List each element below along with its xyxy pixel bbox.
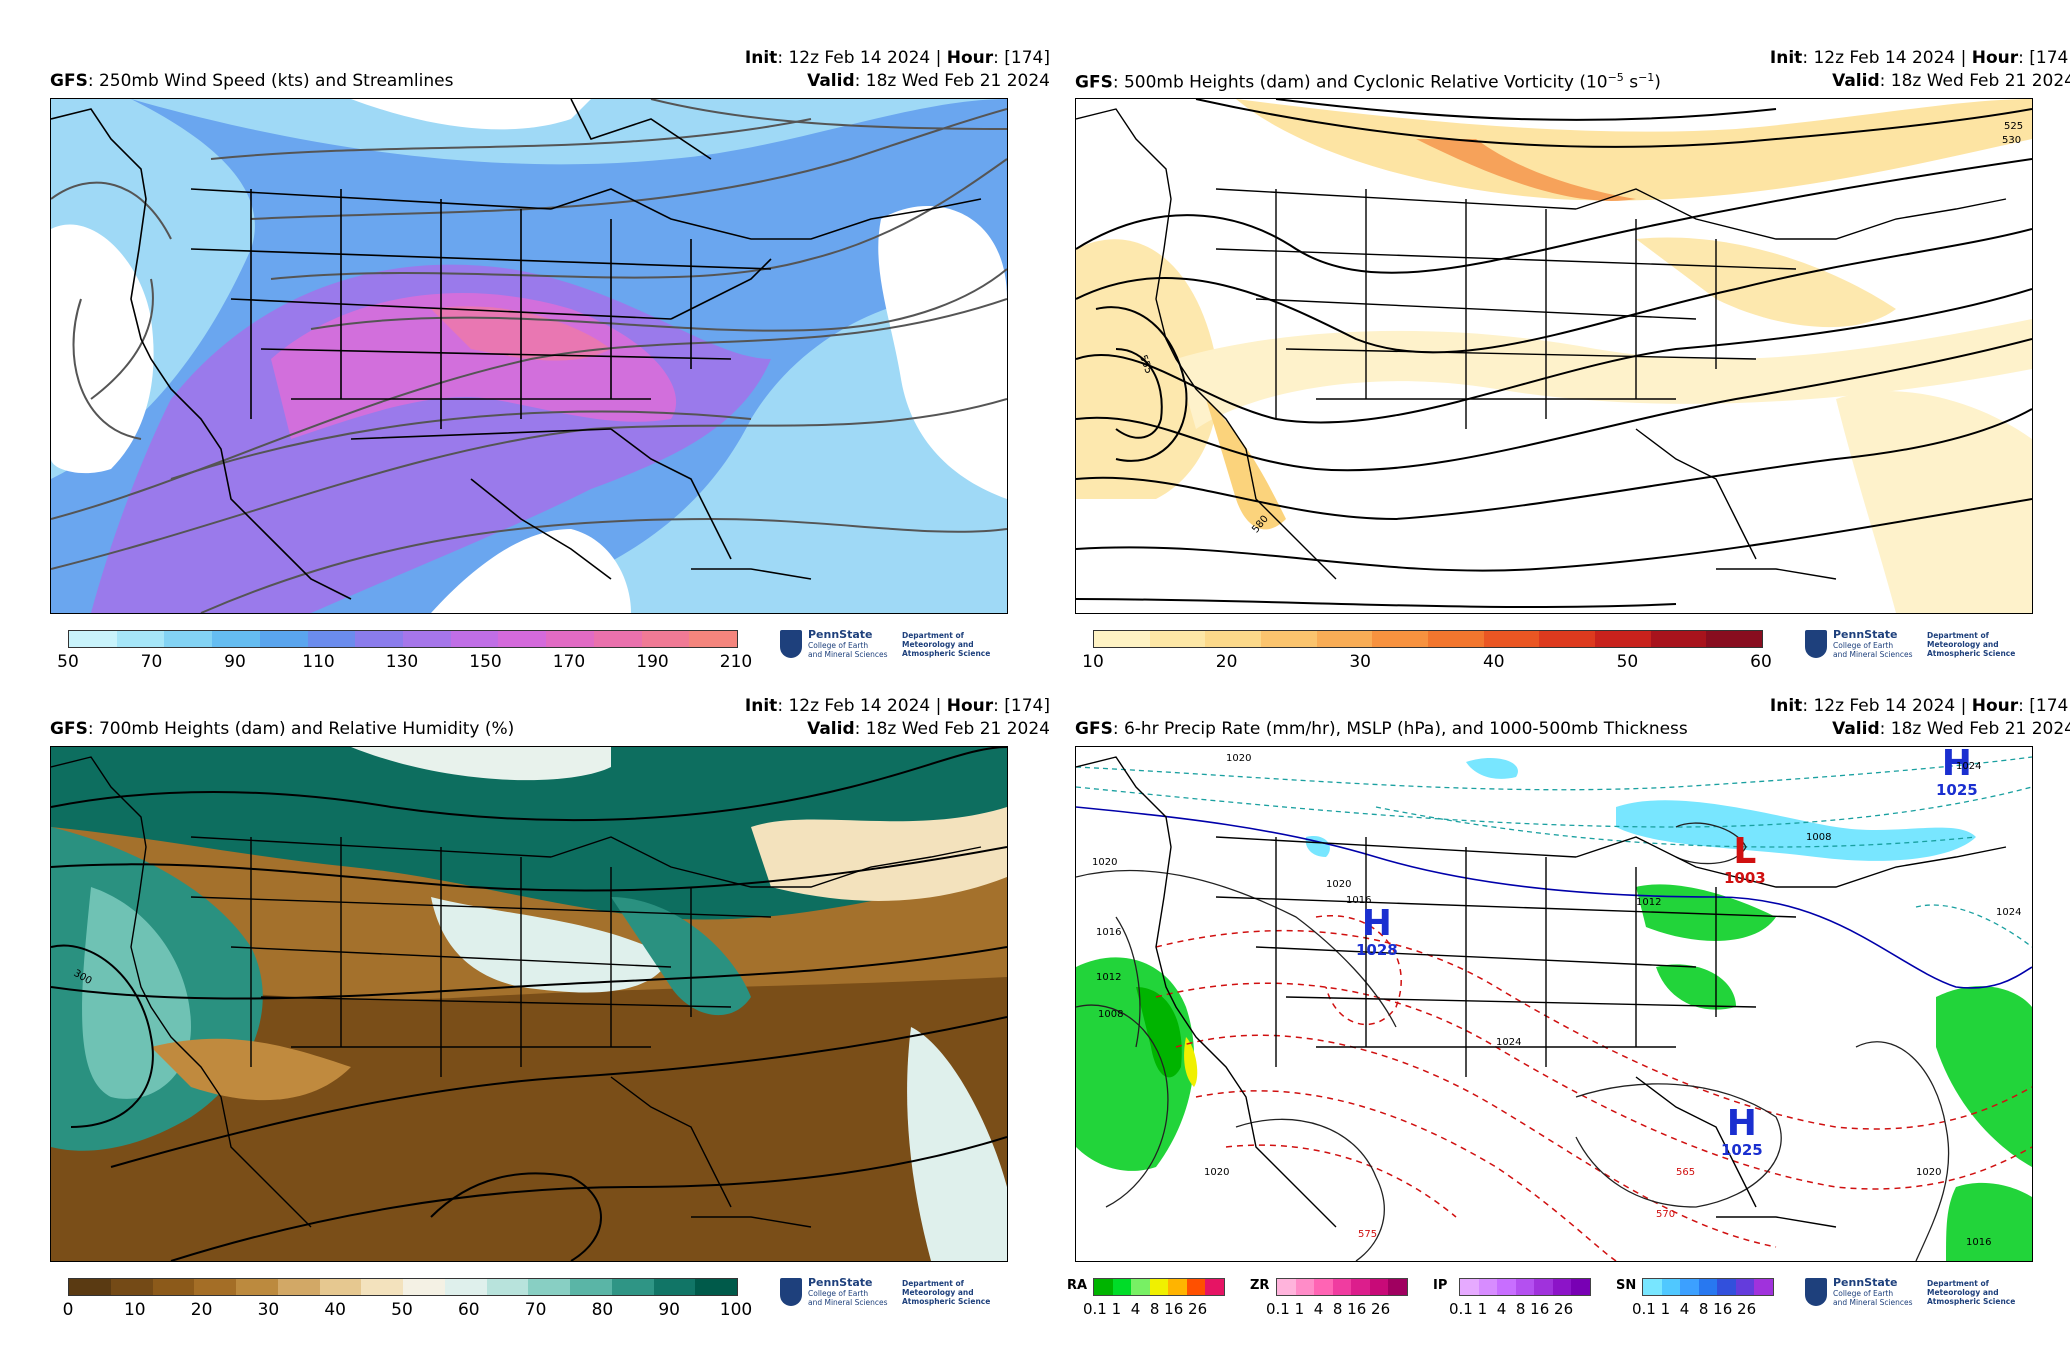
legend-swatches xyxy=(1276,1278,1408,1296)
thickness-label: 570 xyxy=(1656,1209,1676,1220)
legend-swatches xyxy=(1459,1278,1591,1296)
legend-label: IP xyxy=(1433,1278,1448,1293)
valid-line: Valid: 18z Wed Feb 21 2024 xyxy=(807,71,1050,91)
isobar-label: 1020 xyxy=(1326,879,1352,890)
tick-label: 50 xyxy=(1616,652,1639,672)
tick-label: 40 xyxy=(1482,652,1505,672)
init-line: Init: 12z Feb 14 2024 | Hour: [174] xyxy=(1769,696,2070,716)
tick-label: 0 xyxy=(62,1300,74,1320)
tick-label: 90 xyxy=(224,652,246,672)
panel-title: GFS: 250mb Wind Speed (kts) and Streamli… xyxy=(50,71,454,91)
panel-precip-mslp: Init: 12z Feb 14 2024 | Hour: [174] GFS:… xyxy=(1067,696,2070,1336)
isobar-label: 1024 xyxy=(1496,1037,1522,1048)
pennstate-logo: PennState College of Earth and Mineral Sc… xyxy=(780,628,1000,662)
tick-label: 10 xyxy=(123,1300,146,1320)
valid-line: Valid: 18z Wed Feb 21 2024 xyxy=(807,719,1050,739)
isobar-label: 1016 xyxy=(1096,927,1122,938)
isobar-label: 1020 xyxy=(1204,1167,1230,1178)
pennstate-shield-icon xyxy=(780,630,802,658)
pressure-center-high: H 1028 xyxy=(1356,903,1398,960)
tick-label: 60 xyxy=(1750,652,1772,672)
contour-label: 530 xyxy=(2002,135,2022,146)
tick-label: 70 xyxy=(140,652,163,672)
map-500mb: 525 530 555 580 xyxy=(1075,98,2033,614)
contour-label: 525 xyxy=(2004,121,2024,132)
pressure-center-high: H 1025 xyxy=(1936,746,1978,799)
tick-label: 90 xyxy=(658,1300,681,1320)
tick-label: 170 xyxy=(552,652,586,672)
tick-label: 150 xyxy=(469,652,502,672)
isobar-label: 1020 xyxy=(1226,753,1252,764)
pennstate-logo: PennState College of Earth and Mineral Sc… xyxy=(1805,628,2025,662)
panel-title: GFS: 500mb Heights (dam) and Cyclonic Re… xyxy=(1075,71,1661,93)
tick-label: 130 xyxy=(385,652,419,672)
tick-label: 60 xyxy=(457,1300,480,1320)
colorbar-swatch xyxy=(69,631,117,647)
init-line: Init: 12z Feb 14 2024 | Hour: [174] xyxy=(744,696,1050,716)
map-700mb: 300 xyxy=(50,746,1008,1262)
colorbar-rh xyxy=(68,1278,738,1296)
tick-label: 80 xyxy=(591,1300,614,1320)
tick-label: 30 xyxy=(257,1300,280,1320)
pressure-center-low: L 1003 xyxy=(1724,831,1766,888)
valid-line: Valid: 18z Wed Feb 21 2024 xyxy=(1832,719,2070,739)
pennstate-shield-icon xyxy=(1805,1278,1827,1306)
isobar-label: 1024 xyxy=(1996,907,2022,918)
tick-label: 210 xyxy=(719,652,753,672)
tick-label: 10 xyxy=(1082,652,1104,672)
panel-700mb-rh: Init: 12z Feb 14 2024 | Hour: [174] GFS:… xyxy=(50,696,1050,1336)
tick-label: 100 xyxy=(719,1300,753,1320)
tick-label: 20 xyxy=(1215,652,1238,672)
pressure-center-high: H 1025 xyxy=(1721,1103,1763,1160)
panel-title: GFS: 6-hr Precip Rate (mm/hr), MSLP (hPa… xyxy=(1075,719,1688,739)
thickness-label: 575 xyxy=(1358,1229,1378,1240)
isobar-label: 1024 xyxy=(1956,761,1982,772)
tick-label: 190 xyxy=(636,652,669,672)
legend-label: RA xyxy=(1067,1278,1088,1293)
isobar-label: 1020 xyxy=(1092,857,1118,868)
pennstate-shield-icon xyxy=(780,1278,802,1306)
colorbar-vorticity xyxy=(1093,630,1763,648)
panel-500mb-vorticity: Init: 12z Feb 14 2024 | Hour: [174] GFS:… xyxy=(1075,48,2070,688)
isobar-label: 1012 xyxy=(1096,972,1122,983)
tick-label: 40 xyxy=(324,1300,347,1320)
panel-title: GFS: 700mb Heights (dam) and Relative Hu… xyxy=(50,719,515,739)
legend-label: ZR xyxy=(1250,1278,1270,1293)
init-line: Init: 12z Feb 14 2024 | Hour: [174] xyxy=(1769,48,2070,68)
tick-label: 50 xyxy=(391,1300,413,1320)
legend-swatches xyxy=(1642,1278,1774,1296)
isobar-label: 1008 xyxy=(1098,1009,1124,1020)
tick-label: 50 xyxy=(57,652,79,672)
isobar-label: 1020 xyxy=(1916,1167,1942,1178)
init-line: Init: 12z Feb 14 2024 | Hour: [174] xyxy=(744,48,1050,68)
panel-250mb-wind: Init: 12z Feb 14 2024 | Hour: [174] GFS:… xyxy=(50,48,1050,688)
map-250mb xyxy=(50,98,1008,614)
map-precip: H 1028 L 1003 H 1025 H 1025 1020 1024 10… xyxy=(1075,746,2033,1262)
legend-label: SN xyxy=(1616,1278,1637,1293)
pennstate-shield-icon xyxy=(1805,630,1827,658)
colorbar-wind xyxy=(68,630,738,648)
isobar-label: 1008 xyxy=(1806,832,1832,843)
valid-line: Valid: 18z Wed Feb 21 2024 xyxy=(1832,71,2070,91)
legend-swatches xyxy=(1093,1278,1225,1296)
pennstate-logo: PennState College of Earth and Mineral Sc… xyxy=(780,1276,1000,1310)
tick-label: 30 xyxy=(1349,652,1372,672)
tick-label: 20 xyxy=(190,1300,213,1320)
pennstate-logo: PennState College of Earth and Mineral Sc… xyxy=(1805,1276,2025,1310)
tick-label: 110 xyxy=(302,652,335,672)
thickness-label: 565 xyxy=(1676,1167,1696,1178)
isobar-label: 1012 xyxy=(1636,897,1662,908)
isobar-label: 1016 xyxy=(1346,895,1372,906)
tick-label: 70 xyxy=(524,1300,547,1320)
isobar-label: 1016 xyxy=(1966,1237,1992,1248)
